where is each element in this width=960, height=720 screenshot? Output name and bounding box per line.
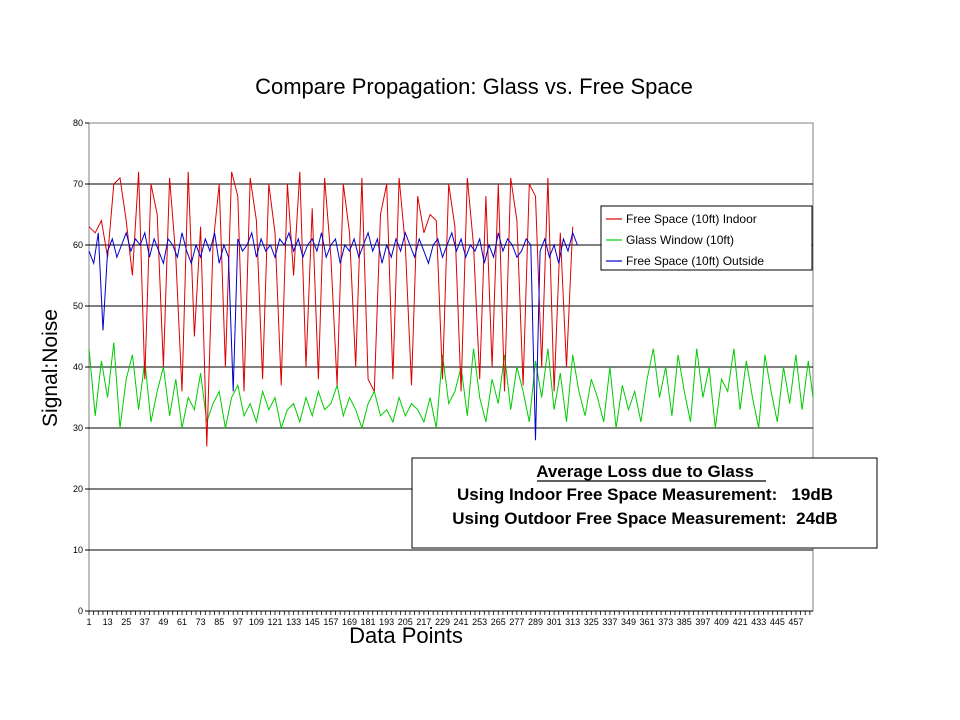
legend-box xyxy=(600,205,813,271)
legend-label-indoor: Free Space (10ft) Indoor xyxy=(626,212,757,226)
x-tick-label: 133 xyxy=(286,617,301,627)
x-tick-label: 193 xyxy=(379,617,394,627)
x-tick-label: 13 xyxy=(103,617,113,627)
x-tick-label: 85 xyxy=(214,617,224,627)
annotation-indoor-loss: Using Indoor Free Space Measurement: 19d… xyxy=(457,485,833,504)
y-axis-label: Signal:Noise xyxy=(39,309,62,427)
x-tick-label: 229 xyxy=(435,617,450,627)
x-tick-label: 397 xyxy=(695,617,710,627)
series-line-indoor xyxy=(88,171,574,447)
x-tick-label: 169 xyxy=(342,617,357,627)
x-tick-label: 109 xyxy=(249,617,264,627)
x-axis-label: Data Points xyxy=(349,623,463,648)
x-tick-label: 373 xyxy=(658,617,673,627)
chart-title: Compare Propagation: Glass vs. Free Spac… xyxy=(255,74,693,99)
y-tick-label: 20 xyxy=(73,484,83,494)
x-tick-label: 361 xyxy=(640,617,655,627)
x-tick-label: 73 xyxy=(196,617,206,627)
y-tick-label: 30 xyxy=(73,423,83,433)
x-tick-label: 157 xyxy=(323,617,338,627)
x-tick-label: 433 xyxy=(751,617,766,627)
x-tick-label: 313 xyxy=(565,617,580,627)
legend-label-outside: Free Space (10ft) Outside xyxy=(626,254,764,268)
x-tick-label: 421 xyxy=(733,617,748,627)
series-line-outside xyxy=(88,230,578,441)
annotation-heading: Average Loss due to Glass xyxy=(536,462,754,481)
annotation-frame xyxy=(411,457,878,549)
y-tick-label: 50 xyxy=(73,301,83,311)
x-tick-label: 265 xyxy=(491,617,506,627)
x-axis-ticks: 1 13 25 37 49 61 73 85 97 109 121 133 145 157 169 181 19… xyxy=(86,610,813,627)
x-tick-label: 25 xyxy=(121,617,131,627)
y-tick-label: 0 xyxy=(78,606,83,616)
x-tick-label: 181 xyxy=(361,617,376,627)
series-lines xyxy=(88,171,814,447)
y-tick-label: 80 xyxy=(73,118,83,128)
legend-label-glass: Glass Window (10ft) xyxy=(626,233,734,247)
x-tick-label: 277 xyxy=(509,617,524,627)
y-tick-label: 60 xyxy=(73,240,83,250)
x-tick-label: 253 xyxy=(472,617,487,627)
annotation-outdoor-loss: Using Outdoor Free Space Measurement: 24… xyxy=(452,509,837,528)
x-tick-label: 97 xyxy=(233,617,243,627)
x-tick-label: 1 xyxy=(86,617,91,627)
annotation-box: Average Loss due to Glass Using Indoor F… xyxy=(411,457,878,549)
y-tick-label: 40 xyxy=(73,362,83,372)
x-tick-label: 61 xyxy=(177,617,187,627)
x-tick-label: 49 xyxy=(158,617,168,627)
x-tick-label: 409 xyxy=(714,617,729,627)
x-tick-label: 337 xyxy=(602,617,617,627)
series-line-glass xyxy=(88,342,814,430)
x-tick-label: 349 xyxy=(621,617,636,627)
x-tick-label: 457 xyxy=(788,617,803,627)
x-tick-label: 145 xyxy=(305,617,320,627)
x-tick-label: 217 xyxy=(416,617,431,627)
x-tick-label: 241 xyxy=(454,617,469,627)
legend: Free Space (10ft) Indoor Glass Window (1… xyxy=(600,205,813,271)
x-tick-label: 301 xyxy=(547,617,562,627)
x-tick-label: 385 xyxy=(677,617,692,627)
y-tick-label: 10 xyxy=(73,545,83,555)
x-tick-label: 325 xyxy=(584,617,599,627)
x-tick-label: 205 xyxy=(398,617,413,627)
x-tick-label: 289 xyxy=(528,617,543,627)
x-tick-label: 121 xyxy=(268,617,283,627)
x-tick-label: 445 xyxy=(770,617,785,627)
x-tick-label: 37 xyxy=(140,617,150,627)
y-tick-label: 70 xyxy=(73,179,83,189)
y-axis-ticks: 0 10 20 30 40 50 60 70 80 xyxy=(73,118,89,616)
